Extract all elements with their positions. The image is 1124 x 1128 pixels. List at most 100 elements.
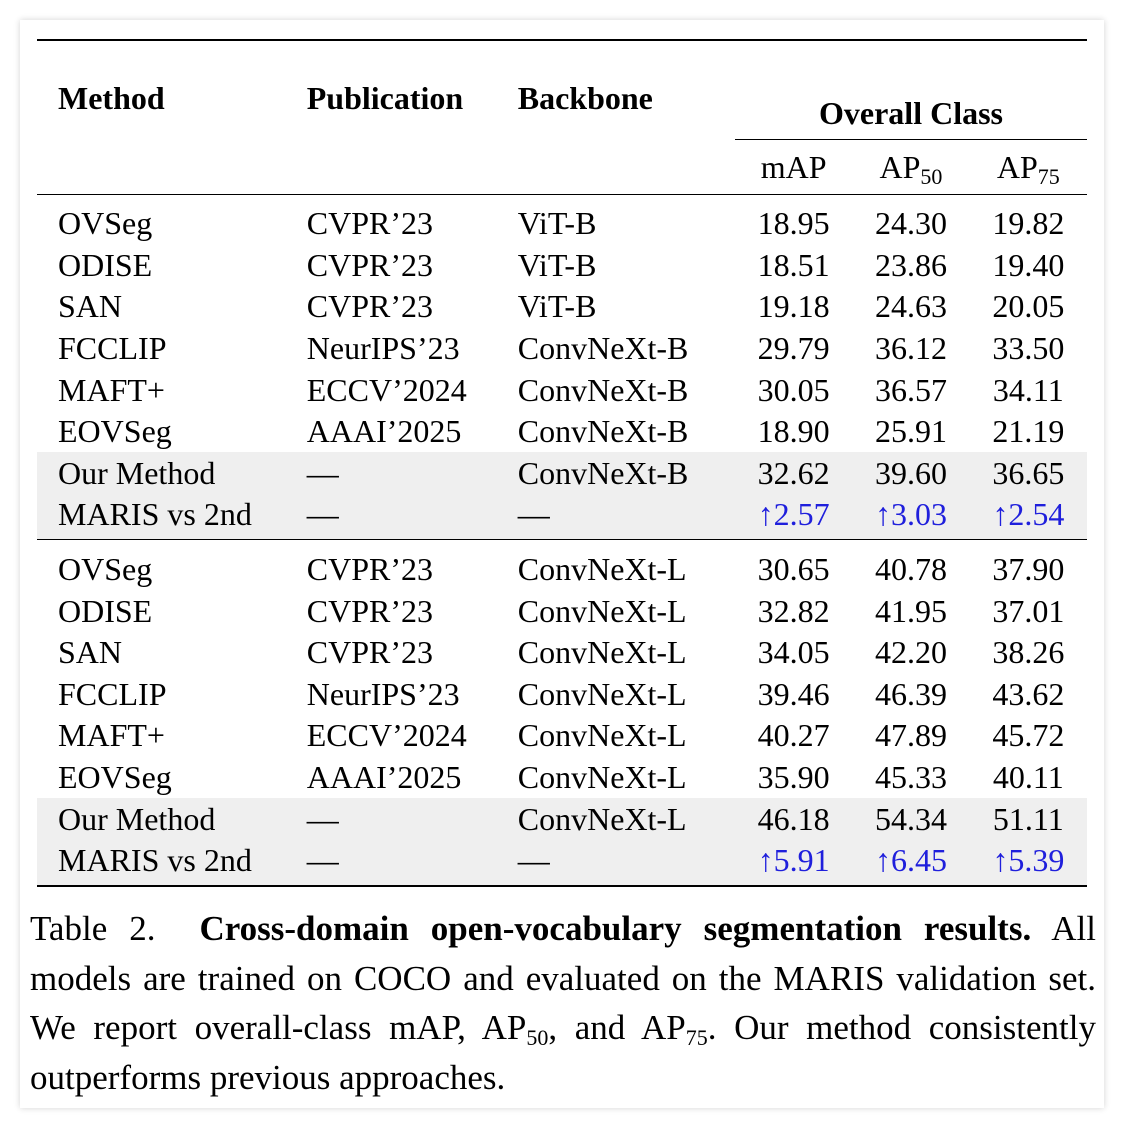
cell-backbone: —	[517, 839, 735, 887]
cell-ap50: 23.86	[874, 246, 947, 283]
cell-map: 18.95	[734, 193, 853, 245]
cell-backbone: ConvNeXt-L	[517, 797, 735, 840]
cell-map: 34.05	[757, 634, 830, 671]
table-row: EOVSeg AAAI’2025 ConvNeXt-B 18.90 25.91 21.19	[37, 410, 1087, 452]
header-row-2: mAP AP50 AP75	[37, 139, 1087, 194]
cell-ap75: ↑5.39	[969, 839, 1087, 887]
table-row: ODISE CVPR’23 ConvNeXt-L 32.82 41.95 37.01	[37, 590, 1087, 632]
cell-publication: CVPR’23	[306, 193, 518, 245]
results-table: Method Publication Backbone Overall Clas…	[37, 39, 1087, 887]
cell-backbone: ConvNeXt-B	[517, 413, 689, 450]
cell-method: ODISE	[58, 592, 153, 629]
cell-backbone: ViT-B	[517, 246, 597, 283]
cell-backbone: ConvNeXt-L	[517, 717, 687, 754]
cell-map: 39.46	[757, 675, 830, 712]
cell-backbone: ConvNeXt-L	[517, 592, 687, 629]
table-row: OVSeg CVPR’23 ViT-B 18.95 24.30 19.82	[37, 193, 1087, 245]
cell-map: ↑5.91	[734, 839, 853, 887]
cell-ap50: 24.63	[874, 288, 947, 325]
table-row: SAN CVPR’23 ViT-B 19.18 24.63 20.05	[37, 286, 1087, 328]
cell-publication: ECCV’2024	[306, 371, 467, 408]
cell-backbone: ConvNeXt-B	[517, 452, 735, 494]
caption-label: Table 2.	[30, 909, 156, 948]
cell-method: MAFT+	[58, 717, 165, 754]
cell-map: 18.51	[757, 246, 830, 283]
cell-ap75: 21.19	[992, 413, 1065, 450]
table-row: OVSeg CVPR’23 ConvNeXt-L 30.65 40.78 37.90	[37, 539, 1087, 590]
header-publication: Publication	[306, 39, 518, 139]
cell-ap50: 39.60	[852, 452, 970, 494]
cell-backbone: ViT-B	[517, 288, 597, 325]
caption-text: All models are trained on COCO and evalu…	[30, 909, 1096, 1097]
table-row: SAN CVPR’23 ConvNeXt-L 34.05 42.20 38.26	[37, 631, 1087, 673]
cell-ap75: 45.72	[992, 717, 1065, 754]
cell-ap75: 40.11	[992, 759, 1064, 796]
cell-ap75: 37.01	[992, 592, 1065, 629]
table-row: FCCLIP NeurIPS’23 ConvNeXt-B 29.79 36.12 33.5…	[37, 327, 1087, 369]
cell-ap75: ↑2.54	[969, 493, 1087, 540]
table-caption: Table 2. Cross-domain open-vocabulary se…	[30, 904, 1096, 1102]
cell-method: SAN	[58, 288, 123, 325]
cell-map: 30.65	[734, 539, 853, 590]
cell-ap50: 45.33	[874, 759, 947, 796]
cell-backbone: ConvNeXt-L	[517, 539, 735, 590]
header-map: mAP	[760, 148, 827, 185]
cell-backbone: ViT-B	[517, 193, 735, 245]
cell-method: EOVSeg	[58, 413, 172, 450]
cell-publication: NeurIPS’23	[306, 675, 460, 712]
cell-map: 32.62	[734, 452, 853, 494]
cell-method: FCCLIP	[58, 675, 167, 712]
cell-method: MARIS vs 2nd	[37, 839, 307, 887]
cell-ap75: 20.05	[992, 288, 1065, 325]
cell-method: EOVSeg	[58, 759, 172, 796]
table-block-vit-b: OVSeg CVPR’23 ViT-B 18.95 24.30 19.82 ODISE CVP…	[37, 193, 1087, 540]
cell-publication: CVPR’23	[306, 539, 518, 590]
header-row-1: Method Publication Backbone Overall Clas…	[37, 39, 1087, 140]
cell-ap50: 47.89	[874, 717, 947, 754]
table-row: EOVSeg AAAI’2025 ConvNeXt-L 35.90 45.33 40.11	[37, 756, 1087, 798]
cell-method: SAN	[58, 634, 123, 671]
cell-ap75: 33.50	[992, 330, 1065, 367]
table-row: MARIS vs 2nd — — ↑2.57 ↑3.03 ↑2.54	[37, 493, 1087, 540]
cell-backbone: ConvNeXt-L	[517, 759, 687, 796]
cell-ap50: 46.39	[874, 675, 947, 712]
cell-ap75: 19.82	[969, 193, 1087, 245]
cell-map: 19.18	[757, 288, 830, 325]
table-row: Our Method — ConvNeXt-L 46.18 54.34 51.11	[37, 797, 1087, 840]
caption-title: Cross-domain open-vocabulary segmentatio…	[199, 909, 1032, 948]
cell-method: OVSeg	[37, 193, 307, 245]
cell-publication: CVPR’23	[306, 592, 433, 629]
header-ap75: AP75	[996, 148, 1060, 189]
header-backbone: Backbone	[517, 39, 735, 139]
cell-backbone: ConvNeXt-B	[517, 330, 689, 367]
cell-ap75: 36.65	[969, 452, 1087, 494]
table-row: ODISE CVPR’23 ViT-B 18.51 23.86 19.40	[37, 244, 1087, 286]
cell-publication: CVPR’23	[306, 288, 433, 325]
table-row: MAFT+ ECCV’2024 ConvNeXt-B 30.05 36.57 34.11	[37, 369, 1087, 411]
cell-map: 32.82	[757, 592, 830, 629]
cell-map: 35.90	[757, 759, 830, 796]
cell-ap50: 41.95	[874, 592, 947, 629]
cell-publication: —	[306, 493, 518, 540]
header-ap50: AP50	[879, 148, 943, 189]
header-method: Method	[37, 39, 307, 139]
cell-publication: AAAI’2025	[306, 759, 462, 796]
cell-ap75: 34.11	[992, 371, 1064, 408]
table-row: MAFT+ ECCV’2024 ConvNeXt-L 40.27 47.89 45.72	[37, 715, 1087, 757]
cell-publication: —	[306, 839, 518, 887]
cell-ap75: 38.26	[992, 634, 1065, 671]
cell-method: OVSeg	[37, 539, 307, 590]
cell-map: ↑2.57	[734, 493, 853, 540]
cell-method: MARIS vs 2nd	[37, 493, 307, 540]
cell-publication: ECCV’2024	[306, 717, 467, 754]
table-row: Our Method — ConvNeXt-B 32.62 39.60 36.65	[37, 452, 1087, 494]
cell-backbone: ConvNeXt-L	[517, 675, 687, 712]
cell-ap50: 42.20	[874, 634, 947, 671]
table-figure: Method Publication Backbone Overall Clas…	[20, 20, 1104, 1108]
table-block-convnext-l: OVSeg CVPR’23 ConvNeXt-L 30.65 40.78 37.90 ODI…	[37, 539, 1087, 887]
cell-map: 18.90	[757, 413, 830, 450]
cell-ap75: 51.11	[969, 797, 1087, 840]
cell-publication: —	[306, 452, 518, 494]
cell-method: ODISE	[58, 246, 153, 283]
header-overall-class: Overall Class	[734, 39, 1087, 140]
